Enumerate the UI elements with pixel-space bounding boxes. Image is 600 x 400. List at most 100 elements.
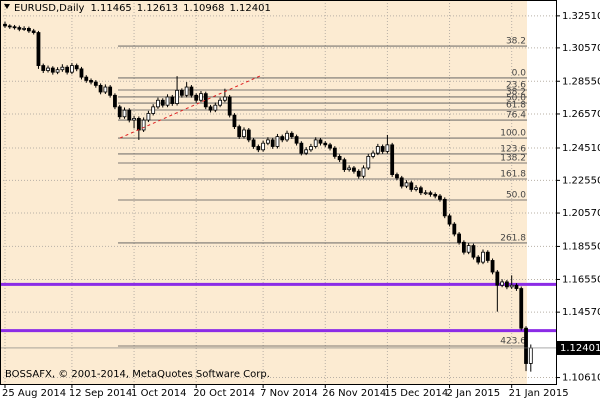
candle-body [304,149,309,154]
candle-body [490,260,495,273]
candle-body [409,182,414,190]
candle-body [471,245,476,258]
fib-label: 0.0 [512,68,527,78]
candle-body [270,139,275,147]
candle-body [328,144,332,149]
candle-body [12,26,17,29]
y-tick-label: 1.14570 [562,307,600,318]
candle-body [418,187,423,194]
candle-body [313,139,318,147]
open-value: 1.11465 [90,3,131,14]
candle-body [289,132,294,137]
fib-label: 123.6 [500,144,526,154]
candle-body [74,65,79,70]
candle-body [261,142,266,151]
x-tick-label: 2 Jan 2015 [447,388,501,399]
fib-label: 261.8 [500,233,526,243]
plot-frame [0,0,557,385]
candle-body [423,192,428,195]
candle-body [265,139,270,144]
candle-body [41,65,46,71]
candle-body [356,170,361,177]
candle-body [55,69,60,73]
candle-body [132,118,136,121]
candle-body [380,146,385,152]
candle-body [113,94,117,108]
high-value: 1.12613 [137,3,178,14]
candle-body [251,139,256,147]
candle-body [160,99,165,106]
candle-body [194,94,199,101]
candle-body [208,106,213,111]
candle-body [189,86,194,96]
candle-body [141,119,146,131]
candle-body [36,32,41,66]
candle-body [371,152,375,157]
y-tick-label: 1.22550 [562,175,600,186]
candle-body [275,136,280,147]
candle-body [495,271,500,286]
candle-body [93,81,98,86]
fib-label: 76.4 [506,111,526,121]
candle-body [395,174,399,179]
candle-body [352,167,356,172]
candle-body [481,251,485,263]
x-tick-label: 25 Aug 2014 [2,388,66,399]
candle-body [485,251,490,261]
candle-body [399,177,404,187]
candle-body [318,139,323,144]
candle-body [127,109,132,121]
candle-body [385,144,390,152]
fib-label: 161.8 [500,170,526,180]
fib-label: 50.0 [506,94,526,104]
candle-body [504,281,509,288]
candle-body [285,132,289,141]
last-price-box [556,340,600,355]
candle-body [337,156,342,161]
candle-body [256,146,261,151]
candle-body [375,146,380,154]
candle-body [246,129,251,141]
last-price-label: 1.12401 [560,343,600,354]
y-tick-label: 1.16550 [562,274,600,285]
candle-body [17,27,22,30]
symbol-title: EURUSD,Daily [14,3,85,14]
y-tick-label: 1.10610 [562,373,600,384]
candle-body [509,284,514,288]
fib-label: 138.2 [500,154,526,164]
candle-body [170,96,175,104]
candle-body [466,245,471,253]
chart-header: EURUSD,Daily 1.11465 1.12613 1.10968 1.12401 [14,3,271,14]
candle-body [404,182,409,187]
copyright: BOSSAFX, © 2001-2014, MetaQuotes Softwar… [5,369,270,380]
candle-body [476,256,481,263]
candle-body [103,86,108,93]
candle-body [433,193,438,197]
candle-body [332,147,337,157]
candle-body [447,215,452,225]
y-tick-label: 1.28550 [562,76,600,87]
candle-body [342,159,347,171]
candle-body [22,28,27,30]
candle-body [122,109,127,118]
candle-body [294,136,299,144]
candle-body [222,96,227,101]
trend-line [119,75,261,139]
fib-label: 23.6 [506,81,526,91]
candle-body [461,241,466,253]
candle-body [3,23,7,27]
candle-body [65,66,70,73]
candle-body [136,118,141,131]
candle-body [514,284,519,289]
x-tick-label: 7 Nov 2014 [260,388,318,399]
candle-body [70,65,74,73]
candle-body [213,104,218,111]
candle-body [146,113,151,121]
fib-label: 50.0 [506,191,526,201]
candle-body [428,192,433,195]
candle-body [528,347,533,364]
x-tick-label: 1 Oct 2014 [131,388,186,399]
candle-body [7,25,12,28]
candle-body [117,106,122,118]
candle-body [108,86,113,96]
